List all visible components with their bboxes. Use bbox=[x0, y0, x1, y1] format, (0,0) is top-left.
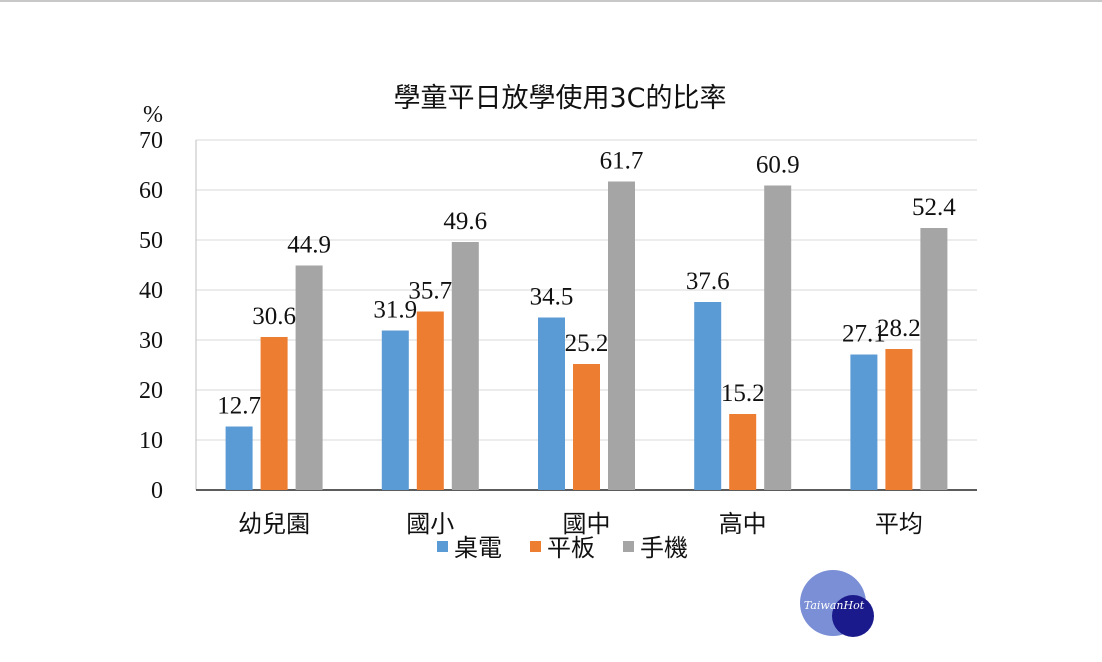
data-label: 31.9 bbox=[373, 297, 417, 324]
bar-平板-國中 bbox=[573, 364, 600, 490]
bar-平板-國小 bbox=[416, 311, 444, 490]
x-category-label: 高中 bbox=[719, 510, 767, 538]
data-label: 44.9 bbox=[287, 232, 331, 259]
data-label: 60.9 bbox=[756, 152, 800, 179]
y-tick-label: 30 bbox=[139, 328, 163, 354]
bar-手機-國小 bbox=[451, 242, 479, 490]
data-label: 34.5 bbox=[530, 284, 574, 311]
y-axis-ticks: 0 10 20 30 40 50 60 70 bbox=[139, 128, 163, 504]
x-category-label: 國小 bbox=[406, 510, 454, 538]
chart-title: 學童平日放學使用3C的比率 bbox=[393, 83, 726, 114]
data-label: 28.2 bbox=[877, 315, 921, 342]
legend-swatch bbox=[623, 541, 634, 552]
legend-swatch bbox=[530, 541, 541, 552]
x-category-label: 國中 bbox=[563, 510, 611, 538]
y-tick-label: 0 bbox=[151, 478, 163, 504]
y-tick-label: 50 bbox=[139, 228, 163, 254]
bar-桌電-國中 bbox=[538, 317, 565, 490]
data-label: 30.6 bbox=[252, 303, 296, 330]
legend-label: 手機 bbox=[640, 534, 688, 562]
y-axis-unit-label: % bbox=[143, 102, 163, 128]
data-label: 37.6 bbox=[686, 268, 730, 295]
data-label: 15.2 bbox=[721, 380, 765, 407]
y-tick-label: 20 bbox=[139, 378, 163, 404]
y-tick-label: 60 bbox=[139, 178, 163, 204]
legend-label: 桌電 bbox=[454, 534, 502, 562]
bar-手機-高中 bbox=[764, 185, 792, 490]
legend: 桌電 平板 手機 bbox=[437, 534, 688, 562]
data-label: 25.2 bbox=[565, 330, 609, 357]
y-tick-label: 10 bbox=[139, 428, 163, 454]
x-category-label: 平均 bbox=[875, 510, 923, 538]
y-tick-label: 70 bbox=[139, 128, 163, 154]
bar-桌電-平均 bbox=[850, 354, 878, 490]
x-category-label: 幼兒園 bbox=[238, 510, 310, 538]
bar-桌電-國小 bbox=[381, 330, 409, 490]
data-label: 27.1 bbox=[842, 321, 886, 348]
bar-手機-平均 bbox=[920, 228, 948, 490]
legend-label: 平板 bbox=[547, 534, 595, 562]
logo-text: TaiwanHot bbox=[804, 599, 865, 612]
data-label: 61.7 bbox=[600, 148, 644, 175]
bars bbox=[225, 181, 948, 490]
logo-circle-dark bbox=[832, 595, 874, 637]
bar-桌電-幼兒園 bbox=[225, 426, 253, 490]
data-label: 49.6 bbox=[443, 208, 487, 235]
bar-平板-平均 bbox=[885, 349, 913, 490]
taiwanhot-logo: TaiwanHot bbox=[800, 570, 874, 637]
data-labels: 12.7 30.6 44.9 31.935.7 49.6 34.5 25.2 61.7 37.6… bbox=[217, 148, 956, 420]
bar-平板-幼兒園 bbox=[260, 337, 288, 490]
bar-桌電-高中 bbox=[694, 302, 722, 490]
bar-手機-幼兒園 bbox=[295, 265, 323, 490]
legend-swatch bbox=[437, 541, 448, 552]
bar-手機-國中 bbox=[608, 181, 635, 490]
data-label: 35.7 bbox=[408, 278, 452, 305]
top-border bbox=[0, 0, 1102, 2]
x-axis-categories: 幼兒園 國小 國中 高中 平均 bbox=[238, 510, 923, 538]
data-label: 12.7 bbox=[217, 393, 261, 420]
bar-平板-高中 bbox=[729, 414, 757, 490]
data-label: 52.4 bbox=[912, 194, 956, 221]
y-tick-label: 40 bbox=[139, 278, 163, 304]
